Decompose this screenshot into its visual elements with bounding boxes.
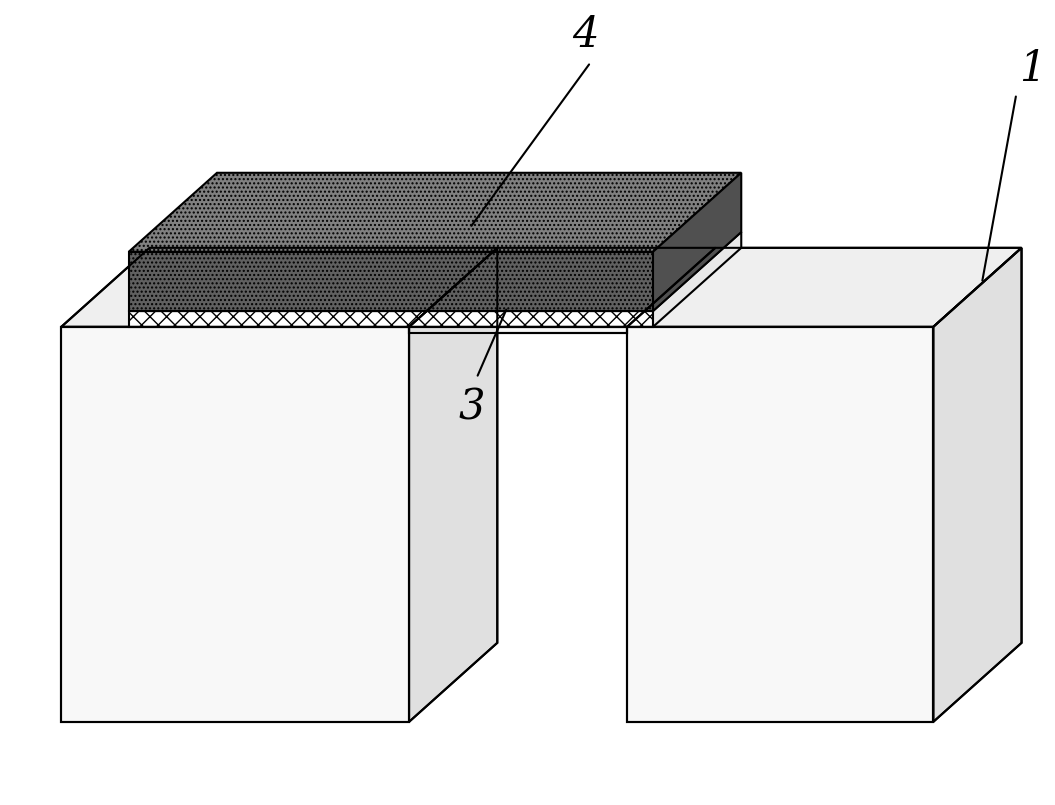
- Polygon shape: [409, 248, 715, 327]
- Polygon shape: [653, 232, 742, 327]
- Polygon shape: [129, 173, 742, 252]
- Polygon shape: [409, 327, 627, 333]
- Polygon shape: [129, 252, 653, 311]
- Text: 3: 3: [458, 386, 484, 428]
- Polygon shape: [653, 173, 742, 311]
- Polygon shape: [129, 311, 653, 327]
- Text: 4: 4: [572, 14, 599, 56]
- Polygon shape: [627, 327, 934, 722]
- Polygon shape: [627, 248, 1021, 327]
- Polygon shape: [61, 248, 497, 327]
- Polygon shape: [61, 327, 409, 722]
- Text: 1: 1: [1019, 47, 1046, 90]
- Polygon shape: [409, 248, 497, 722]
- Polygon shape: [129, 232, 742, 311]
- Polygon shape: [934, 248, 1021, 722]
